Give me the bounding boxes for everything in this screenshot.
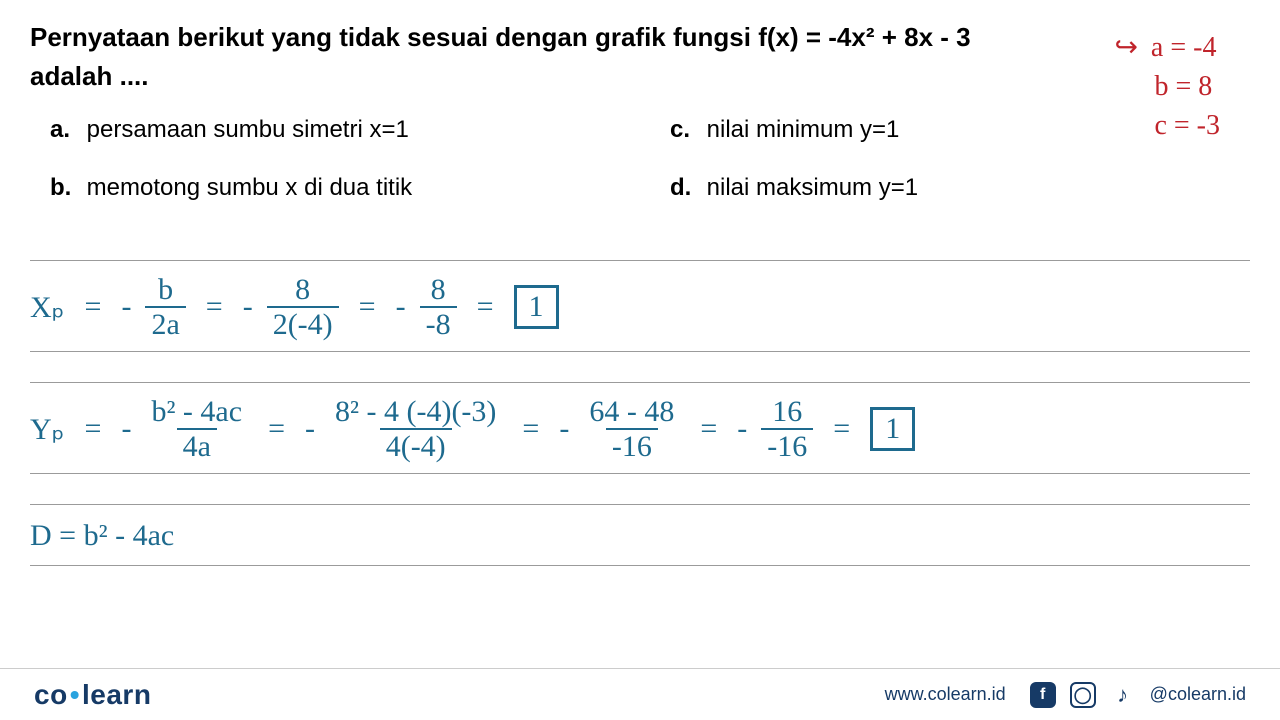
facebook-icon: f xyxy=(1030,682,1056,708)
equals-sign: = xyxy=(79,290,108,324)
option-d-text: nilai maksimum y=1 xyxy=(707,174,918,201)
question-line1: Pernyataan berikut yang tidak sesuai den… xyxy=(30,18,1250,57)
minus-sign: - xyxy=(121,412,131,446)
instagram-icon: ◯ xyxy=(1070,682,1096,708)
equals-sign: = xyxy=(262,412,291,446)
work-area: Xₚ = - b 2a = - 8 2(-4) = - 8 -8 = 1 Yₚ … xyxy=(0,260,1280,566)
footer-links: www.colearn.id f ◯ ♪ @colearn.id xyxy=(885,682,1246,708)
equals-sign: = xyxy=(516,412,545,446)
option-d: d. nilai maksimum y=1 xyxy=(670,174,1250,202)
equals-sign: = xyxy=(200,290,229,324)
yp-frac4: 16 -16 xyxy=(761,395,813,463)
equals-sign: = xyxy=(353,290,382,324)
frac-den: -16 xyxy=(761,428,813,463)
coeff-a: a = -4 xyxy=(1151,32,1217,63)
rule-line xyxy=(30,565,1250,566)
question-block: Pernyataan berikut yang tidak sesuai den… xyxy=(0,0,1280,96)
xp-frac2: 8 2(-4) xyxy=(267,273,339,341)
yp-frac1: b² - 4ac 4a xyxy=(145,395,248,463)
frac-num: 8² - 4 (-4)(-3) xyxy=(329,395,502,428)
option-c-label: c. xyxy=(670,116,700,144)
footer-bar: co•learn www.colearn.id f ◯ ♪ @colearn.i… xyxy=(0,668,1280,720)
xp-frac1: b 2a xyxy=(145,273,185,341)
minus-sign: - xyxy=(559,412,569,446)
yp-result-box: 1 xyxy=(870,407,915,451)
coeff-b: b = 8 xyxy=(1114,67,1220,106)
yp-lhs: Yₚ xyxy=(30,412,65,447)
frac-num: 64 - 48 xyxy=(583,395,680,428)
frac-num: 8 xyxy=(289,273,316,306)
yp-frac3: 64 - 48 -16 xyxy=(583,395,680,463)
tiktok-icon: ♪ xyxy=(1110,682,1136,708)
logo-co: co xyxy=(34,679,68,710)
equals-sign: = xyxy=(79,412,108,446)
option-a-text: persamaan sumbu simetri x=1 xyxy=(87,116,409,143)
equals-sign: = xyxy=(471,290,500,324)
frac-den: 2(-4) xyxy=(267,306,339,341)
frac-den: 4a xyxy=(177,428,217,463)
brand-logo: co•learn xyxy=(34,679,151,711)
coefficients-annotation: ↪ a = -4 b = 8 c = -3 xyxy=(1114,28,1220,146)
option-d-label: d. xyxy=(670,174,700,202)
discriminant-row: D = b² - 4ac xyxy=(30,505,1250,565)
discriminant-text: D = b² - 4ac xyxy=(30,519,174,553)
social-handle: @colearn.id xyxy=(1150,684,1246,705)
equals-sign: = xyxy=(827,412,856,446)
minus-sign: - xyxy=(305,412,315,446)
minus-sign: - xyxy=(737,412,747,446)
website-url: www.colearn.id xyxy=(885,684,1006,705)
coeff-c: c = -3 xyxy=(1114,106,1220,145)
option-b: b. memotong sumbu x di dua titik xyxy=(50,174,630,202)
xp-result-box: 1 xyxy=(514,285,559,329)
xp-frac3: 8 -8 xyxy=(420,273,457,341)
question-line2: adalah .... xyxy=(30,57,1250,96)
frac-den: 4(-4) xyxy=(380,428,452,463)
yp-frac2: 8² - 4 (-4)(-3) 4(-4) xyxy=(329,395,502,463)
option-b-label: b. xyxy=(50,174,80,202)
arrow-icon: ↪ xyxy=(1114,28,1137,67)
minus-sign: - xyxy=(243,290,253,324)
frac-den: 2a xyxy=(145,306,185,341)
options-grid: a. persamaan sumbu simetri x=1 c. nilai … xyxy=(0,106,1280,202)
option-b-text: memotong sumbu x di dua titik xyxy=(87,174,413,201)
frac-den: -8 xyxy=(420,306,457,341)
minus-sign: - xyxy=(121,290,131,324)
yp-row: Yₚ = - b² - 4ac 4a = - 8² - 4 (-4)(-3) 4… xyxy=(30,383,1250,473)
option-c-text: nilai minimum y=1 xyxy=(707,116,900,143)
frac-num: 16 xyxy=(766,395,808,428)
option-a: a. persamaan sumbu simetri x=1 xyxy=(50,116,630,144)
frac-num: b xyxy=(152,273,179,306)
equals-sign: = xyxy=(694,412,723,446)
frac-num: b² - 4ac xyxy=(145,395,248,428)
xp-row: Xₚ = - b 2a = - 8 2(-4) = - 8 -8 = 1 xyxy=(30,261,1250,351)
logo-learn: learn xyxy=(82,679,151,710)
frac-den: -16 xyxy=(606,428,658,463)
minus-sign: - xyxy=(396,290,406,324)
option-a-label: a. xyxy=(50,116,80,144)
xp-lhs: Xₚ xyxy=(30,290,65,325)
logo-dot-icon: • xyxy=(68,679,82,710)
frac-num: 8 xyxy=(425,273,452,306)
